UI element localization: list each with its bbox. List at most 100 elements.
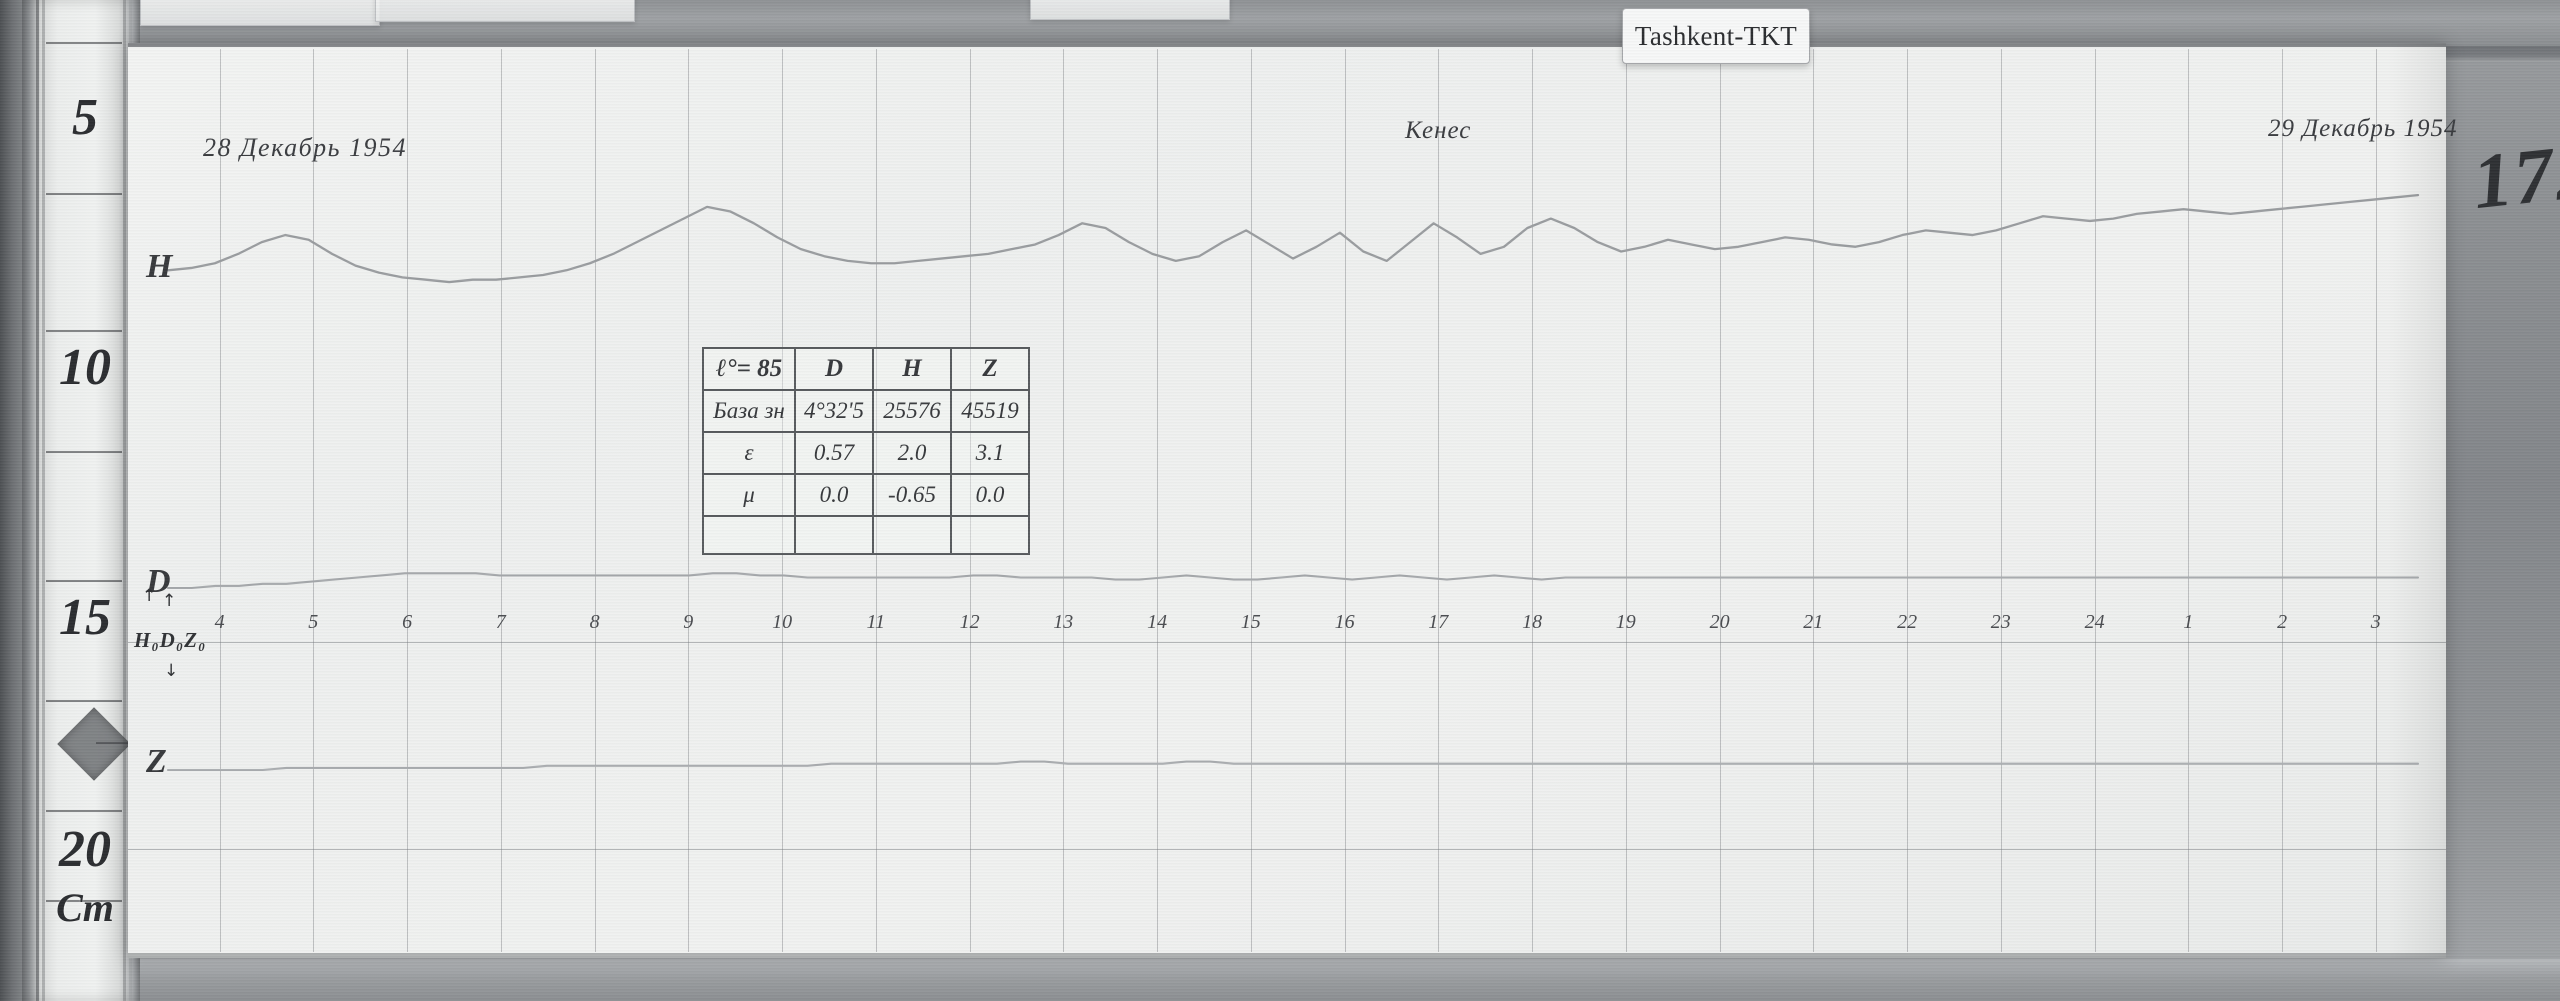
origin-arrow-up-icon: ↑ <box>142 586 157 606</box>
ruler-tick <box>46 810 122 812</box>
hour-tick-label: 9 <box>683 611 694 633</box>
trace-canvas <box>128 43 2446 958</box>
origin-arrow-down-icon: ↓ <box>164 661 179 681</box>
hour-tick-label: 18 <box>1522 611 1543 633</box>
hour-gridline <box>2000 49 2002 952</box>
table-cell: 0.57 <box>794 431 874 475</box>
ruler-rail <box>36 0 39 1001</box>
hour-tick-label: 4 <box>214 611 225 633</box>
ruler-tick <box>46 900 122 902</box>
table-row-label: База зн <box>702 389 796 433</box>
table-row-label: ε <box>702 431 796 475</box>
table-cell <box>950 515 1030 555</box>
ruler-tick <box>46 42 122 44</box>
hour-tick-label: 17 <box>1428 611 1449 633</box>
ruler-rail <box>42 0 45 1001</box>
hour-gridline <box>2375 49 2377 952</box>
hour-gridline <box>407 49 409 952</box>
ruler-tick <box>46 330 122 332</box>
date-right-annotation: 29 Декабрь 1954 <box>2268 115 2458 142</box>
table-row: База зн 4°32'5 25576 45519 <box>702 389 1030 433</box>
hour-tick-label: 19 <box>1615 611 1636 633</box>
table-cell <box>872 515 952 555</box>
hour-tick-label: 2 <box>2277 611 2288 633</box>
calibration-table: ℓ°= 85 D H Z База зн 4°32'5 25576 45519 ε 0.57 2.0… <box>702 347 1030 555</box>
hour-tick-label: 11 <box>866 611 886 633</box>
hour-tick-label: 1 <box>2183 611 2194 633</box>
tape-strip <box>375 0 635 22</box>
hour-gridline <box>2188 49 2190 952</box>
hour-tick-label: 16 <box>1334 611 1355 633</box>
ruler-sticker-tail <box>96 742 140 744</box>
table-cell: 25576 <box>872 389 952 433</box>
trace-path-z <box>166 760 2420 772</box>
trace-path-h <box>166 193 2420 284</box>
hour-tick-label: 3 <box>2370 611 2381 633</box>
hour-tick-label: 21 <box>1803 611 1824 633</box>
hour-tick-label: 15 <box>1240 611 1261 633</box>
hour-tick-label: 10 <box>772 611 793 633</box>
scale-ruler: 5 10 15 20 Cm <box>22 0 140 1001</box>
ruler-rail <box>123 0 126 1001</box>
ruler-tick <box>46 193 122 195</box>
bottom-rule <box>128 849 2446 850</box>
origin-arrow-up-icon: ↑ <box>162 591 177 611</box>
hour-tick-label: 6 <box>402 611 413 633</box>
hour-tick-label: 20 <box>1709 611 1730 633</box>
tape-strip <box>1030 0 1230 20</box>
table-row: ℓ°= 85 D H Z <box>702 347 1030 391</box>
ruler-mark-20: 20 <box>59 821 111 878</box>
table-header-cell: H <box>872 347 952 391</box>
ruler-sticker-diamond <box>57 707 131 781</box>
station-label-card: Tashkent-TKT <box>1622 8 1810 64</box>
hour-gridline <box>1719 49 1721 952</box>
trace-label-d: D <box>146 563 171 600</box>
ruler-tick <box>46 451 122 453</box>
left-edge-sliver <box>0 0 22 1001</box>
table-cell: 45519 <box>950 389 1030 433</box>
origin-marks-label: H₀D₀Z₀ <box>134 628 207 652</box>
ruler-mark-5: 5 <box>72 89 98 146</box>
hour-gridline <box>594 49 596 952</box>
hour-tick-label: 7 <box>495 611 506 633</box>
table-cell: -0.65 <box>872 473 952 517</box>
hour-gridline <box>1907 49 1909 952</box>
hour-tick-label: 23 <box>1990 611 2011 633</box>
ruler-tick <box>46 700 122 702</box>
tape-strip <box>140 0 380 26</box>
ruler-mark-15: 15 <box>59 589 111 646</box>
station-label-text: Tashkent-TKT <box>1634 20 1798 51</box>
table-row-label: μ <box>702 473 796 517</box>
table-cell <box>794 515 874 555</box>
hour-gridline <box>1813 49 1815 952</box>
table-cell: 3.1 <box>950 431 1030 475</box>
hour-tick-label: 14 <box>1147 611 1168 633</box>
hour-gridline <box>1250 49 1252 952</box>
table-row: ε 0.57 2.0 3.1 <box>702 431 1030 475</box>
hour-tick-label: 24 <box>2084 611 2105 633</box>
table-cell: 0.0 <box>794 473 874 517</box>
hour-gridline <box>688 49 690 952</box>
hour-tick-label: 5 <box>308 611 319 633</box>
hour-gridline <box>1344 49 1346 952</box>
table-cell <box>702 515 796 555</box>
table-header-cell: Z <box>950 347 1030 391</box>
table-row <box>702 515 1030 555</box>
hour-tick-label: 8 <box>589 611 600 633</box>
table-cell: 4°32'5 <box>794 389 874 433</box>
table-cell: 0.0 <box>950 473 1030 517</box>
ruler-unit-label: Cm <box>56 885 114 930</box>
date-left-annotation: 28 Декабрь 1954 <box>203 133 408 162</box>
hour-tick-label: 13 <box>1053 611 1074 633</box>
scan-bottom-band <box>0 959 2560 1001</box>
table-cell: 2.0 <box>872 431 952 475</box>
trace-label-z: Z <box>146 743 167 780</box>
center-annotation: Кенес <box>1405 117 1472 144</box>
hour-gridline <box>500 49 502 952</box>
table-header-cell: D <box>794 347 874 391</box>
hour-gridline <box>1438 49 1440 952</box>
hour-gridline <box>1625 49 1627 952</box>
trace-path-d <box>166 572 2420 590</box>
hour-gridline <box>2094 49 2096 952</box>
